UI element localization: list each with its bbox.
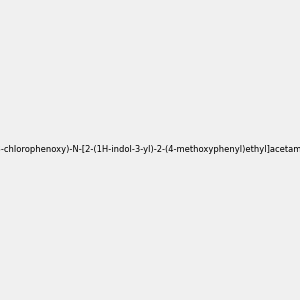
Text: 2-(3-chlorophenoxy)-N-[2-(1H-indol-3-yl)-2-(4-methoxyphenyl)ethyl]acetamide: 2-(3-chlorophenoxy)-N-[2-(1H-indol-3-yl)… bbox=[0, 146, 300, 154]
